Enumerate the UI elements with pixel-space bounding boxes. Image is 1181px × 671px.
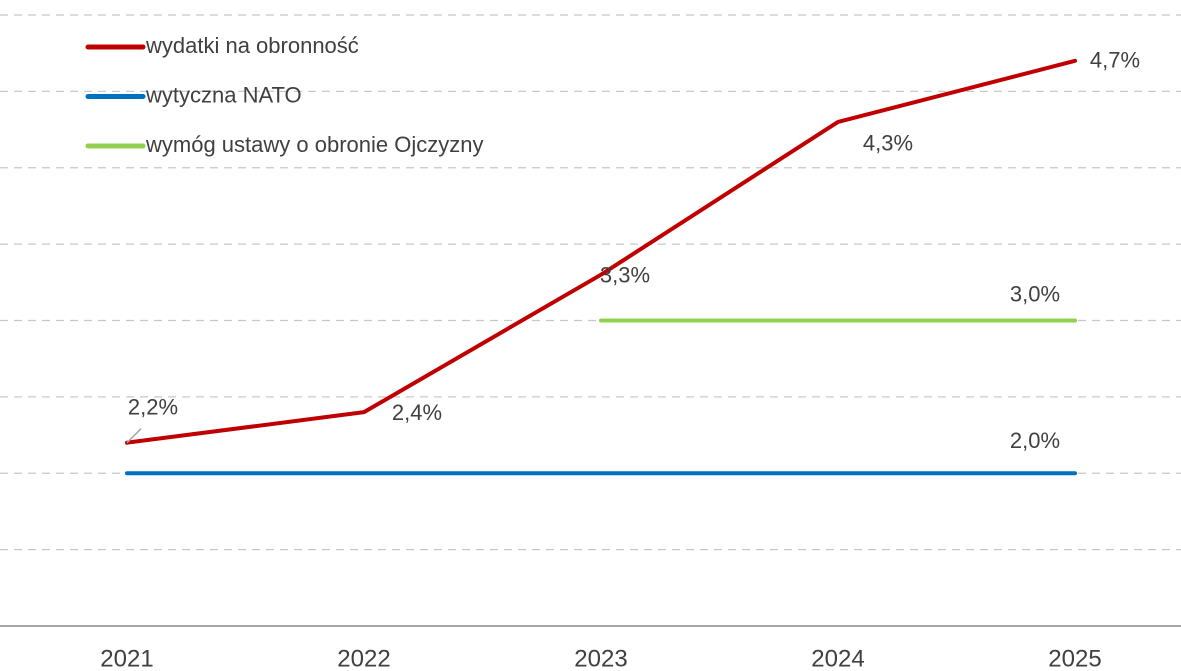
x-tick-label: 2023 bbox=[574, 645, 627, 671]
data-label: 4,3% bbox=[863, 131, 913, 156]
data-label: 2,4% bbox=[392, 400, 442, 425]
legend-label: wytyczna NATO bbox=[145, 82, 302, 107]
x-tick-label: 2025 bbox=[1048, 645, 1101, 671]
x-tick-label: 2022 bbox=[337, 645, 390, 671]
leader-line bbox=[126, 428, 142, 444]
x-tick-label: 2024 bbox=[811, 645, 864, 671]
data-label: 2,0% bbox=[1010, 428, 1060, 453]
data-label: 4,7% bbox=[1090, 48, 1140, 73]
series-line bbox=[125, 58, 1077, 445]
legend-label: wydatki na obronność bbox=[145, 33, 359, 58]
data-label: 2,2% bbox=[128, 395, 178, 420]
data-label: 3,3% bbox=[600, 262, 650, 287]
x-tick-label: 2021 bbox=[100, 645, 153, 671]
legend-label: wymóg ustawy o obronie Ojczyzny bbox=[145, 132, 483, 157]
data-label: 3,0% bbox=[1010, 281, 1060, 306]
